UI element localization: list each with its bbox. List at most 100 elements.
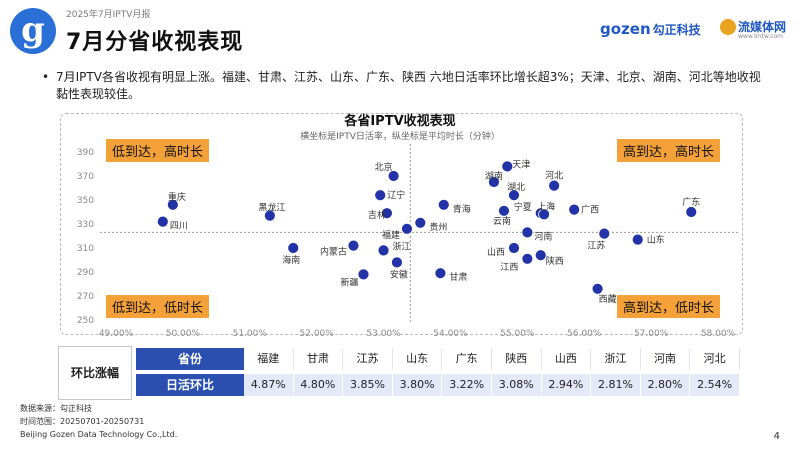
x-tick-label: 50.00% [166, 329, 201, 339]
data-point-label: 浙江 [393, 240, 411, 252]
data-point-label: 甘肃 [449, 271, 467, 283]
chart-subtitle: 横坐标是IPTV日活率，纵坐标是平均时长（分钟） [300, 130, 500, 142]
quadrant-label-top-right: 高到达，高时长 [617, 139, 721, 162]
table-value-cell: 2.81% [591, 374, 641, 396]
data-point-label: 重庆 [168, 191, 186, 203]
gozen-logo-icon: g [10, 8, 56, 54]
x-axis-ticks: 49.00% 50.00% 51.00% 52.00% 53.00% 54.00% 55.0… [99, 329, 736, 339]
gozen-brand-name: gozen [600, 20, 651, 38]
data-point-label: 北京 [375, 161, 393, 173]
x-tick-label: 54.00% [433, 329, 468, 339]
table-province-cell: 广东 [442, 348, 492, 370]
data-point [501, 160, 514, 173]
data-point-label: 广西 [581, 204, 599, 216]
x-tick-label: 49.00% [99, 329, 134, 339]
data-point [391, 256, 403, 269]
data-point [568, 203, 581, 216]
table-province-cell: 河南 [640, 348, 691, 370]
reference-lines [100, 144, 738, 324]
table-value-cell: 3.22% [442, 374, 492, 396]
table-province-cell: 陕西 [491, 348, 542, 370]
x-tick-label: 53.00% [366, 329, 401, 339]
data-point-label: 青海 [453, 203, 471, 215]
table-value-cell: 3.08% [491, 374, 542, 396]
data-point [521, 252, 534, 265]
table-province-cell: 江苏 [343, 348, 393, 370]
data-point [166, 198, 179, 211]
header-bar: g 2025年7月IPTV月报 7月分省收视表现 gozen 勾正科技 流媒体网 … [0, 0, 800, 60]
page-title: 7月分省收视表现 [66, 30, 244, 55]
y-tick-label: 390 [77, 148, 94, 158]
table-value-cell: 2.54% [690, 374, 740, 396]
data-point-label: 宁夏 [514, 201, 532, 213]
data-point [414, 216, 427, 229]
y-axis-ticks: 250 270 290 310 330 350 370 390 [77, 148, 94, 326]
source-text: 数据来源：勾正科技 [20, 404, 92, 413]
data-point [498, 204, 510, 217]
lmtw-brand-url: www.lmtw.com [738, 33, 784, 40]
x-tick-label: 52.00% [300, 329, 335, 339]
y-tick-label: 370 [77, 172, 94, 182]
data-point-label: 安徽 [390, 268, 408, 280]
x-tick-label: 51.00% [233, 329, 268, 339]
data-point-label: 福建 [382, 229, 400, 241]
data-point-label: 吉林 [368, 209, 386, 221]
growth-table: 环比涨幅 省份 福建 甘肃 江苏 山东 广东 陕西 山西 浙江 河南 河北 日活环比 4.87% 4… [58, 346, 740, 400]
data-point [374, 189, 387, 202]
data-point-label: 广东 [682, 196, 700, 208]
data-point-label: 辽宁 [387, 189, 405, 201]
data-point [591, 282, 604, 295]
table-province-cell: 甘肃 [293, 348, 344, 370]
data-point-label: 四川 [170, 222, 188, 232]
range-text: 时间范围：20250701-20250731 [20, 417, 145, 426]
x-tick-label: 58.00% [701, 329, 736, 339]
table-value-cell: 2.94% [541, 374, 592, 396]
data-point [434, 267, 447, 280]
x-tick-label: 57.00% [634, 329, 669, 339]
table-province-cell: 河北 [690, 348, 740, 370]
x-tick-label: 55.00% [500, 329, 535, 339]
summary-body: 7月IPTV各省收视有明显上涨。福建、甘肃、江苏、山东、广东、陕西 六地日活率环… [56, 70, 761, 101]
bullet-icon: • [42, 70, 50, 84]
table-value-cell: 4.80% [293, 374, 344, 396]
company-text: Beijing Gozen Data Technology Co.,Ltd. [20, 430, 178, 439]
footer-source: 数据来源：勾正科技 时间范围：20250701-20250731 Beijing… [20, 402, 177, 441]
data-point-label: 河南 [534, 230, 552, 242]
data-point-label: 海南 [282, 254, 300, 266]
data-point [534, 249, 547, 262]
data-point-label: 上海 [537, 200, 555, 212]
summary-text: • 7月IPTV各省收视有明显上涨。福建、甘肃、江苏、山东、广东、陕西 六地日活… [42, 69, 772, 103]
gozen-brand-cn: 勾正科技 [652, 23, 701, 37]
data-point-label: 湖南 [485, 170, 503, 182]
y-tick-label: 310 [77, 244, 94, 254]
data-point [598, 227, 611, 240]
data-point [508, 242, 520, 254]
data-point-label: 河北 [545, 170, 563, 182]
quadrant-label-bottom-right: 高到达，低时长 [617, 295, 721, 318]
table-province-cell: 山西 [541, 348, 592, 370]
data-point [437, 198, 450, 211]
data-point-label: 西藏 [599, 293, 617, 305]
data-point [156, 215, 169, 228]
data-point [401, 222, 413, 235]
table-value-cell: 3.80% [392, 374, 443, 396]
data-point [631, 233, 644, 246]
data-point-label: 山西 [487, 247, 505, 258]
table-province-cell: 山东 [392, 348, 443, 370]
data-point-label: 江西 [500, 262, 518, 273]
data-point-label: 新疆 [340, 276, 358, 288]
quadrant-label-bottom-left: 低到达，低时长 [106, 295, 210, 318]
table-value-cell: 4.87% [244, 374, 294, 396]
report-label: 2025年7月IPTV月报 [66, 10, 151, 20]
table-corner-label: 环比涨幅 [58, 346, 132, 400]
table-value-cell: 3.85% [343, 374, 393, 396]
data-point [685, 206, 698, 218]
data-point [380, 207, 393, 220]
data-point-label: 内蒙古 [320, 246, 347, 258]
y-tick-label: 330 [77, 220, 94, 230]
lmtw-brand-name: 流媒体网 [738, 20, 787, 34]
table-province-cell: 浙江 [591, 348, 641, 370]
data-point-label: 山东 [647, 234, 665, 246]
